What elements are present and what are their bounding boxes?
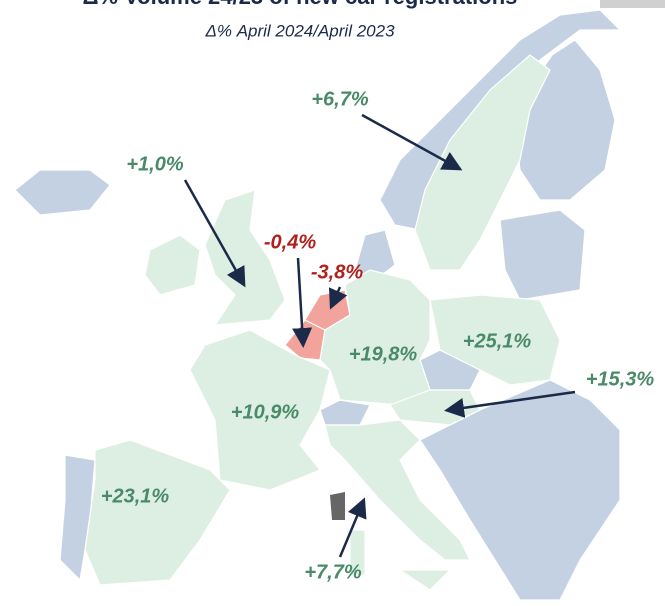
sweden bbox=[414, 54, 551, 271]
other-countries bbox=[14, 9, 622, 601]
france bbox=[189, 329, 331, 491]
ireland bbox=[144, 234, 201, 296]
value-label: +19,8% bbox=[349, 343, 418, 365]
value-label: -0,4% bbox=[264, 231, 316, 253]
value-label: -3,8% bbox=[311, 261, 363, 283]
germany bbox=[319, 269, 431, 406]
arrow bbox=[292, 257, 313, 348]
value-label: +7,7% bbox=[304, 561, 361, 583]
value-label: +6,7% bbox=[311, 88, 368, 110]
spain bbox=[84, 439, 231, 586]
italy bbox=[324, 419, 471, 561]
iceland bbox=[14, 169, 111, 216]
uk bbox=[204, 189, 286, 326]
arrows bbox=[183, 113, 576, 558]
arrow bbox=[361, 113, 463, 171]
value-label: +15,3% bbox=[586, 368, 655, 390]
sardinia bbox=[349, 529, 366, 576]
title: Δ% Volume 24/23 of new car registrations bbox=[83, 0, 518, 9]
value-label: +1,0% bbox=[126, 153, 183, 175]
subtitle: Δ% April 2024/April 2023 bbox=[204, 21, 395, 40]
value-label: +23,1% bbox=[101, 485, 170, 507]
value-label: +10,9% bbox=[231, 401, 300, 423]
arrow bbox=[328, 286, 348, 310]
value-label: +25,1% bbox=[463, 330, 532, 352]
baltics bbox=[499, 209, 586, 301]
header-bar bbox=[600, 0, 665, 8]
switzerland bbox=[319, 399, 371, 426]
arrow bbox=[183, 179, 246, 288]
labels: +6,7% +1,0% -0,4% -3,8% +19,8% +25,1% +1… bbox=[101, 88, 655, 583]
poland bbox=[429, 294, 561, 386]
sicily bbox=[398, 569, 452, 591]
corsica bbox=[330, 492, 345, 520]
arrow bbox=[444, 390, 576, 418]
arrow bbox=[338, 497, 367, 558]
